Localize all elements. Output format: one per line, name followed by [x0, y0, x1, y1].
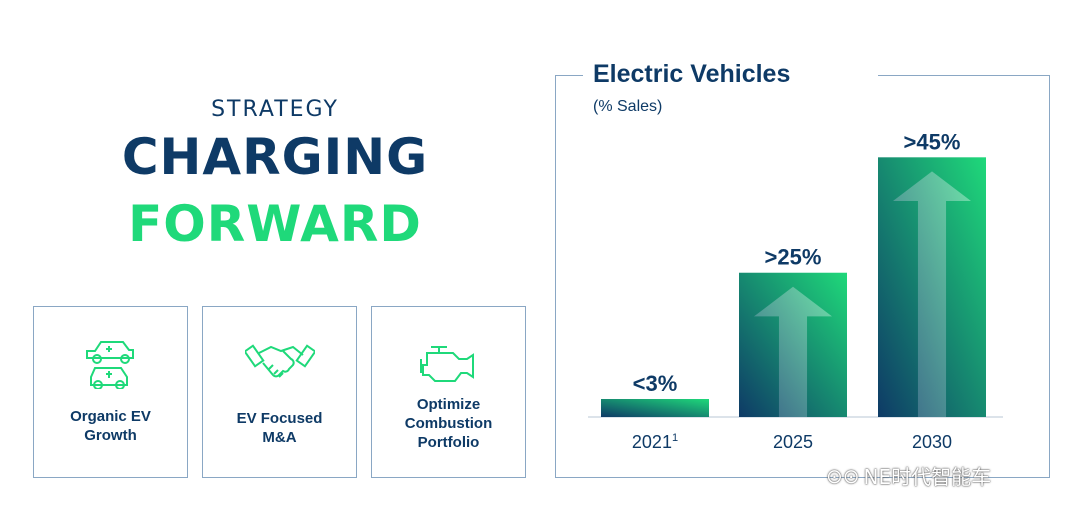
chart-title: Electric Vehicles	[593, 60, 791, 88]
ev-cars-icon	[34, 329, 187, 393]
card-ev-focused-ma: EV Focused M&A	[202, 306, 357, 478]
card-organic-ev-growth: Organic EV Growth	[33, 306, 188, 478]
headline-charging: CHARGING	[121, 128, 429, 186]
tick-label-2021: 20211	[632, 432, 678, 452]
chart-subtitle: (% Sales)	[593, 98, 663, 115]
card-optimize-combustion: Optimize Combustion Portfolio	[371, 306, 526, 478]
data-label-2025: >25%	[765, 245, 822, 270]
card-label: EV Focused M&A	[236, 410, 323, 446]
watermark: ⊙⊙ NE时代智能车	[826, 461, 991, 490]
tick-label-2025: 2025	[773, 432, 813, 452]
arrow-up-icon	[893, 171, 971, 417]
handshake-icon	[203, 329, 356, 393]
headline-forward: FORWARD	[128, 195, 422, 253]
card-label: Organic EV Growth	[70, 408, 151, 444]
watermark-logo-icon: ⊙⊙	[826, 463, 860, 488]
watermark-text: NE时代智能车	[863, 465, 992, 489]
card-label: Optimize Combustion Portfolio	[404, 396, 493, 451]
arrow-up-icon	[754, 286, 832, 417]
engine-icon	[372, 329, 525, 393]
data-label-2030: >45%	[904, 129, 961, 154]
strategy-label: STRATEGY	[211, 97, 339, 122]
chart-title-backdrop	[583, 60, 878, 96]
data-label-2021: <3%	[633, 371, 678, 396]
bar-2021	[601, 399, 709, 417]
tick-label-2030: 2030	[912, 432, 952, 452]
